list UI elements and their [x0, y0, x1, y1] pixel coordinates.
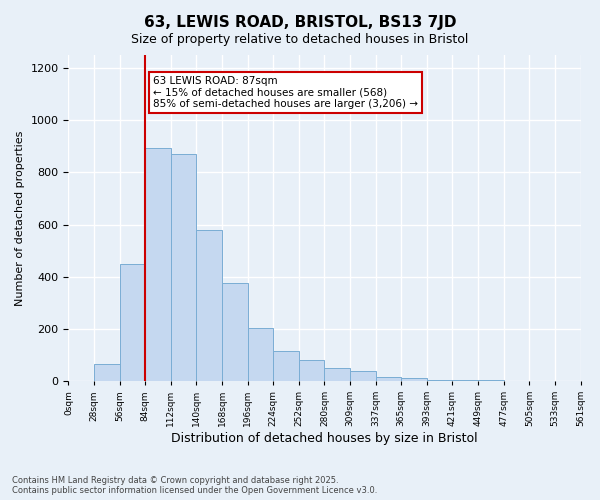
- Bar: [119, 264, 145, 381]
- Bar: [503, 380, 529, 381]
- Bar: [145, 148, 171, 381]
- Text: 63, LEWIS ROAD, BRISTOL, BS13 7JD: 63, LEWIS ROAD, BRISTOL, BS13 7JD: [144, 15, 456, 30]
- Text: 63 LEWIS ROAD: 87sqm
← 15% of detached houses are smaller (568)
85% of semi-deta: 63 LEWIS ROAD: 87sqm ← 15% of detached h…: [153, 76, 418, 109]
- Bar: [299, 360, 325, 381]
- X-axis label: Distribution of detached houses by size in Bristol: Distribution of detached houses by size …: [171, 432, 478, 445]
- Bar: [478, 380, 503, 381]
- Text: Contains HM Land Registry data © Crown copyright and database right 2025.
Contai: Contains HM Land Registry data © Crown c…: [12, 476, 377, 495]
- Bar: [401, 378, 427, 381]
- Y-axis label: Number of detached properties: Number of detached properties: [15, 130, 25, 306]
- Bar: [171, 154, 196, 381]
- Text: Size of property relative to detached houses in Bristol: Size of property relative to detached ho…: [131, 32, 469, 46]
- Bar: [94, 364, 119, 381]
- Bar: [196, 230, 222, 381]
- Bar: [376, 377, 401, 381]
- Bar: [68, 380, 94, 381]
- Bar: [350, 370, 376, 381]
- Bar: [273, 351, 299, 381]
- Bar: [222, 283, 248, 381]
- Bar: [529, 380, 555, 381]
- Bar: [248, 328, 273, 381]
- Bar: [427, 380, 452, 381]
- Bar: [325, 368, 350, 381]
- Bar: [452, 380, 478, 381]
